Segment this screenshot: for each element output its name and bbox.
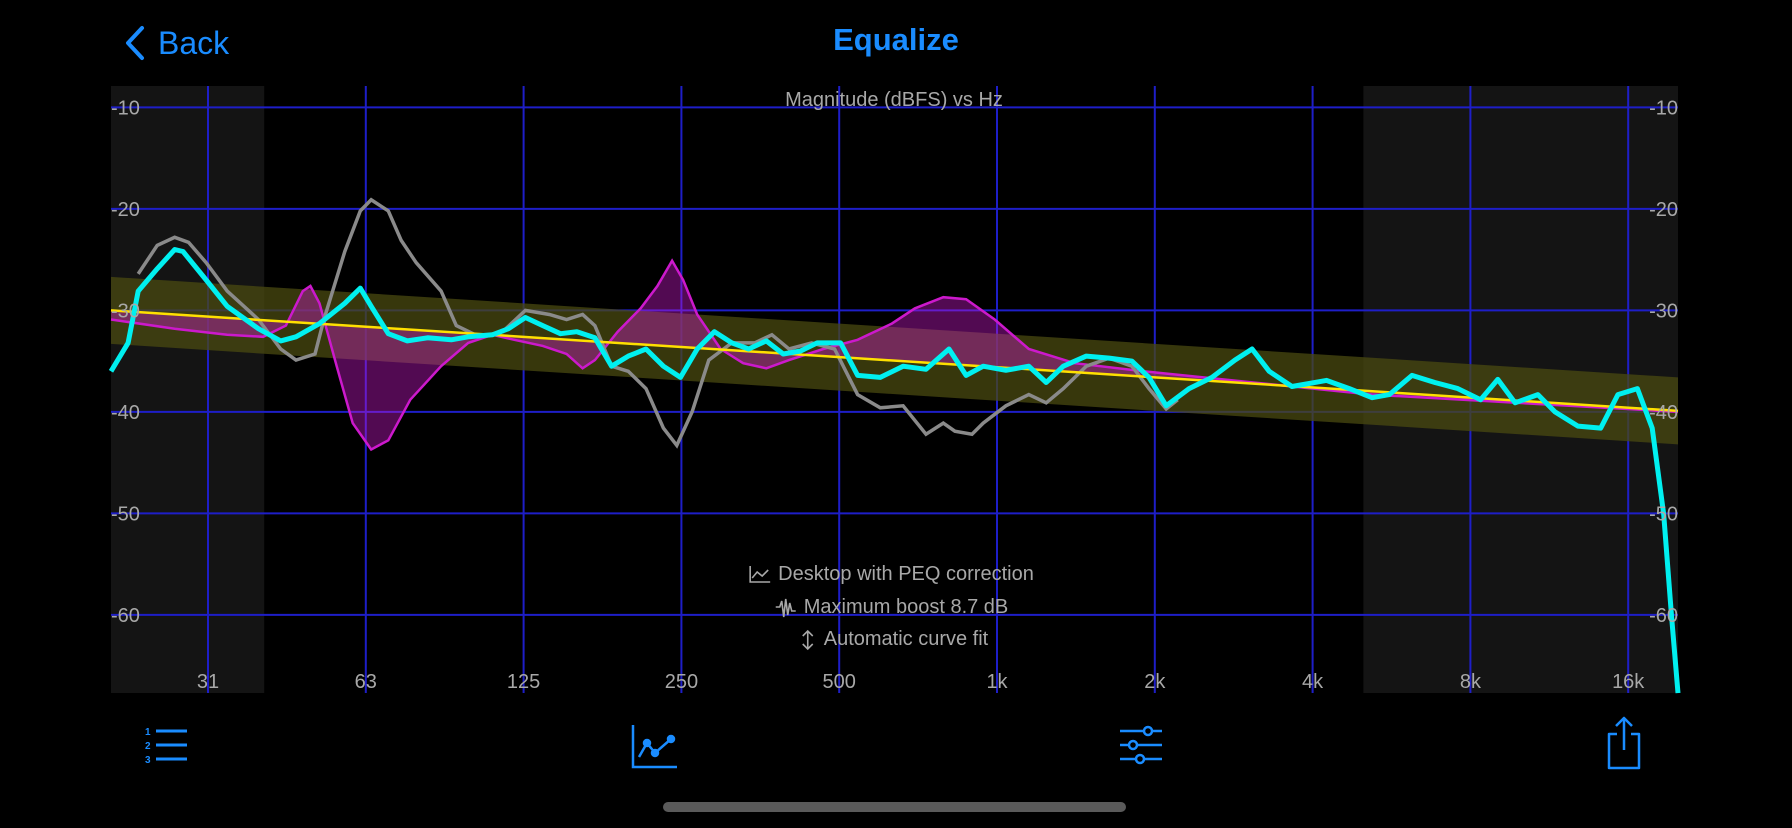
y-tick-left: -20: [111, 199, 140, 221]
waveform-icon: [775, 598, 796, 618]
y-tick-left: -10: [111, 97, 140, 119]
x-tick-label: 250: [665, 671, 698, 693]
y-tick-left: -30: [111, 300, 140, 322]
x-tick-label: 500: [823, 671, 856, 693]
svg-text:1: 1: [145, 727, 151, 738]
home-indicator[interactable]: [663, 802, 1126, 812]
x-tick-label: 63: [355, 671, 377, 693]
up-down-arrow-icon: [802, 629, 814, 651]
page-title: Equalize: [833, 22, 959, 57]
y-tick-left: -40: [111, 402, 140, 424]
svg-text:3: 3: [145, 755, 151, 766]
x-tick-label: 2k: [1144, 671, 1166, 693]
y-tick-left: -50: [111, 503, 140, 525]
y-tick-right: -10: [1649, 97, 1678, 119]
shaded-range: [111, 86, 265, 693]
corrected-curve: [108, 247, 1681, 694]
annotation-text: Maximum boost 8.7 dB: [804, 596, 1009, 618]
back-button[interactable]: Back: [124, 20, 229, 66]
target-line: [110, 309, 1679, 413]
annotation-text: Desktop with PEQ correction: [778, 563, 1034, 585]
graph-icon: [631, 725, 677, 769]
share-icon: [1607, 716, 1641, 770]
x-tick-label: 31: [197, 671, 219, 693]
sliders-icon: [1120, 725, 1162, 765]
y-tick-right: -60: [1649, 605, 1678, 627]
x-tick-label: 8k: [1460, 671, 1482, 693]
y-tick-right: -20: [1649, 199, 1678, 221]
back-label: Back: [158, 24, 230, 61]
share-button[interactable]: [1601, 716, 1647, 770]
x-tick-label: 16k: [1612, 671, 1645, 693]
svg-text:2: 2: [145, 741, 151, 752]
numbered-list-icon: 1 2 3: [145, 727, 187, 766]
chevron-left-icon: [126, 26, 144, 60]
chart-title: Magnitude (dBFS) vs Hz: [785, 89, 1003, 111]
x-tick-label: 4k: [1302, 671, 1324, 693]
graph-button[interactable]: [631, 723, 677, 769]
eq-fill: [111, 260, 1678, 450]
x-tick-label: 125: [507, 671, 540, 693]
y-tick-left: -60: [111, 605, 140, 627]
line-chart-icon: [749, 566, 771, 583]
eq-curve: [110, 258, 1679, 452]
annotation-text: Automatic curve fit: [824, 628, 989, 650]
sliders-button[interactable]: [1118, 723, 1164, 769]
numbered-list-button[interactable]: 1 2 3: [143, 723, 189, 769]
x-tick-label: 1k: [986, 671, 1008, 693]
y-tick-right: -40: [1649, 402, 1678, 424]
y-tick-right: -50: [1649, 503, 1678, 525]
y-tick-right: -30: [1649, 300, 1678, 322]
measured-curve: [136, 197, 1179, 449]
